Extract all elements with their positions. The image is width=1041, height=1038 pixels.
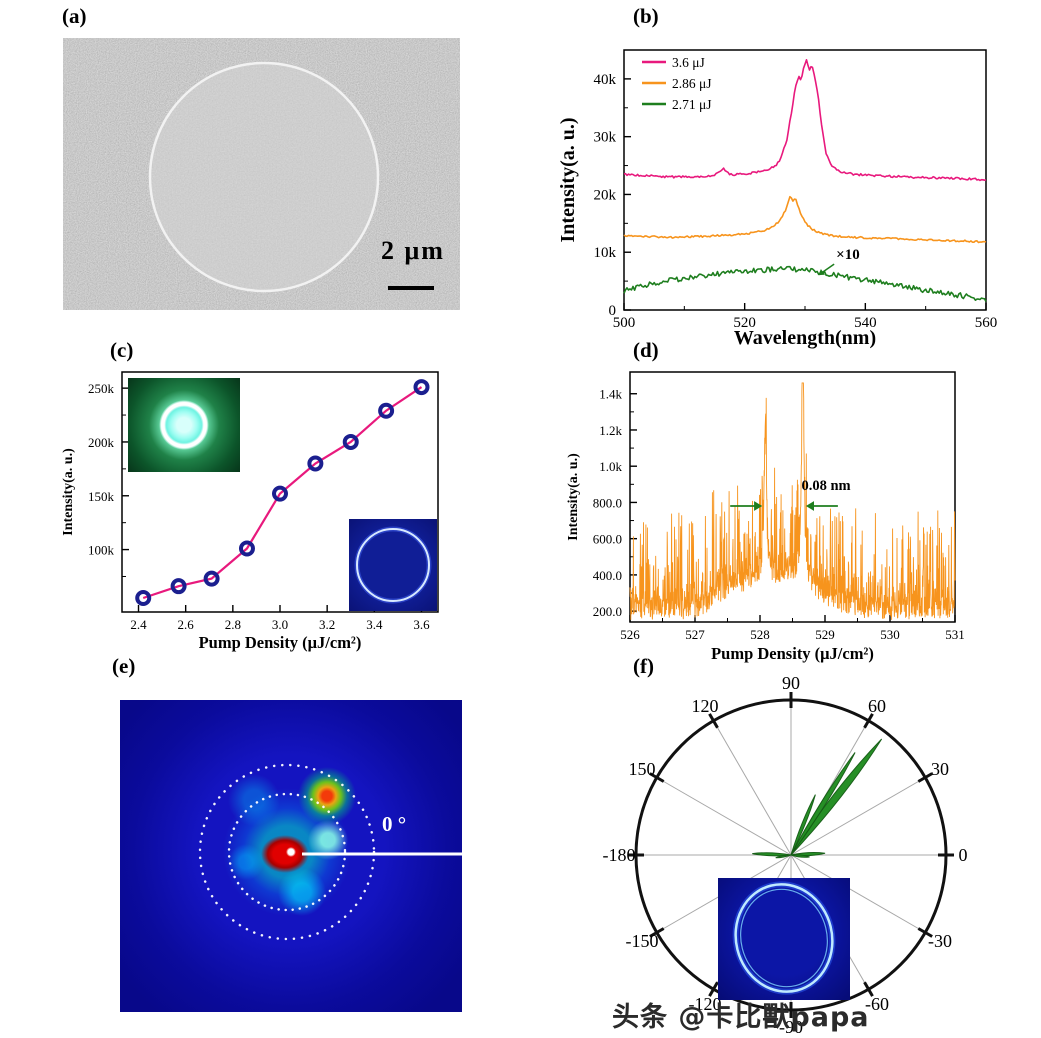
panel-f-label: (f): [633, 654, 654, 678]
svg-text:30: 30: [931, 759, 949, 779]
svg-text:-180: -180: [603, 845, 636, 865]
svg-text:-120: -120: [689, 994, 722, 1014]
wgm-ring-graphic: [732, 881, 836, 995]
svg-text:3.0: 3.0: [272, 617, 288, 632]
svg-text:2.4: 2.4: [130, 617, 147, 632]
svg-text:200k: 200k: [88, 435, 115, 450]
svg-text:Intensity(a. u.): Intensity(a. u.): [558, 117, 579, 242]
microdisk-rim: [148, 61, 380, 293]
svg-text:560: 560: [975, 315, 998, 331]
svg-text:400.0: 400.0: [593, 568, 622, 583]
svg-text:528: 528: [750, 627, 770, 642]
svg-text:520: 520: [733, 315, 756, 331]
svg-text:Pump Density (μJ/cm²): Pump Density (μJ/cm²): [199, 633, 362, 652]
svg-text:-60: -60: [865, 994, 889, 1014]
svg-text:Pump Density (μJ/cm²): Pump Density (μJ/cm²): [711, 644, 874, 663]
whispering-gallery-mode-inset: [718, 878, 850, 1000]
svg-text:530: 530: [880, 627, 900, 642]
lasing-microdisk-photo-inset: [128, 378, 240, 472]
svg-text:Wavelength(nm): Wavelength(nm): [734, 327, 876, 349]
svg-text:1.0k: 1.0k: [599, 459, 622, 474]
panel-e-label: (e): [112, 654, 136, 678]
linewidth-chart: 526 527 528 529 530 531 200.0 400.0 600.0 800.0 1.…: [566, 371, 965, 663]
watermark: 头条 @卡比獸papa: [612, 1002, 870, 1033]
spectra-chart: 500 520 540 560 0 10k 20k 30k 40k 3.6 μJ 2.86 μJ 2.…: [558, 49, 998, 349]
svg-text:531: 531: [945, 627, 965, 642]
panel-a-label: (a): [62, 4, 87, 28]
svg-text:529: 529: [815, 627, 835, 642]
svg-text:2.71 μJ: 2.71 μJ: [672, 97, 712, 112]
svg-text:-90: -90: [779, 1017, 803, 1037]
svg-text:Intensity(a. u.): Intensity(a. u.): [566, 453, 581, 541]
svg-text:527: 527: [685, 627, 705, 642]
svg-text:0.08 nm: 0.08 nm: [801, 478, 850, 494]
scale-bar: [388, 286, 434, 290]
svg-text:-30: -30: [928, 931, 952, 951]
svg-text:20k: 20k: [594, 187, 617, 203]
svg-text:-150: -150: [626, 931, 659, 951]
svg-text:600.0: 600.0: [593, 532, 622, 547]
svg-text:×10: ×10: [836, 247, 860, 263]
svg-text:0: 0: [959, 845, 968, 865]
svg-text:Intensity(a. u.): Intensity(a. u.): [61, 448, 76, 536]
mode-ring-graphic: [354, 526, 432, 604]
svg-text:2.6: 2.6: [178, 617, 195, 632]
svg-text:3.6: 3.6: [413, 617, 430, 632]
polar-emission-chart: 0 30 60 90 120 150 -180 -150 -120 -90 -60 -30: [603, 673, 968, 1037]
panel-d-label: (d): [633, 338, 659, 362]
farfield-overlay: [198, 763, 462, 941]
panel-c-label: (c): [110, 338, 134, 362]
svg-text:1.4k: 1.4k: [599, 387, 622, 402]
svg-text:60: 60: [868, 696, 886, 716]
svg-text:500: 500: [613, 315, 636, 331]
svg-text:10k: 10k: [594, 245, 617, 261]
zero-degree-label: 0 °: [382, 812, 407, 836]
svg-text:1.2k: 1.2k: [599, 423, 622, 438]
svg-text:40k: 40k: [594, 72, 617, 88]
inner-dotted-circle: [227, 792, 347, 912]
svg-text:90: 90: [782, 673, 800, 693]
panel-b-label: (b): [633, 4, 659, 28]
mode-ring-inset: [349, 519, 437, 611]
svg-text:100k: 100k: [88, 543, 115, 558]
svg-text:3.2: 3.2: [319, 617, 335, 632]
svg-text:250k: 250k: [88, 381, 115, 396]
svg-text:200.0: 200.0: [593, 604, 622, 619]
farfield-image: 0 °: [120, 700, 462, 1012]
outer-dotted-circle: [198, 763, 376, 941]
svg-text:3.4: 3.4: [366, 617, 383, 632]
svg-text:3.6 μJ: 3.6 μJ: [672, 55, 705, 70]
svg-text:150k: 150k: [88, 489, 115, 504]
svg-text:30k: 30k: [594, 130, 617, 146]
sem-image-panel: 2 μm: [63, 38, 460, 310]
microdisk: [150, 63, 378, 291]
threshold-chart: 2.4 2.6 2.8 3.0 3.2 3.4 3.6 100k 150k 200k 250k Pum…: [61, 371, 439, 652]
svg-text:2.8: 2.8: [225, 617, 241, 632]
svg-text:120: 120: [692, 696, 719, 716]
svg-text:800.0: 800.0: [593, 495, 622, 510]
svg-text:0: 0: [609, 303, 617, 319]
svg-text:150: 150: [629, 759, 656, 779]
svg-text:540: 540: [854, 315, 877, 331]
scale-bar-text: 2 μm: [381, 236, 445, 265]
svg-text:2.86 μJ: 2.86 μJ: [672, 76, 712, 91]
svg-text:526: 526: [620, 627, 640, 642]
sem-micrograph: [63, 38, 460, 310]
